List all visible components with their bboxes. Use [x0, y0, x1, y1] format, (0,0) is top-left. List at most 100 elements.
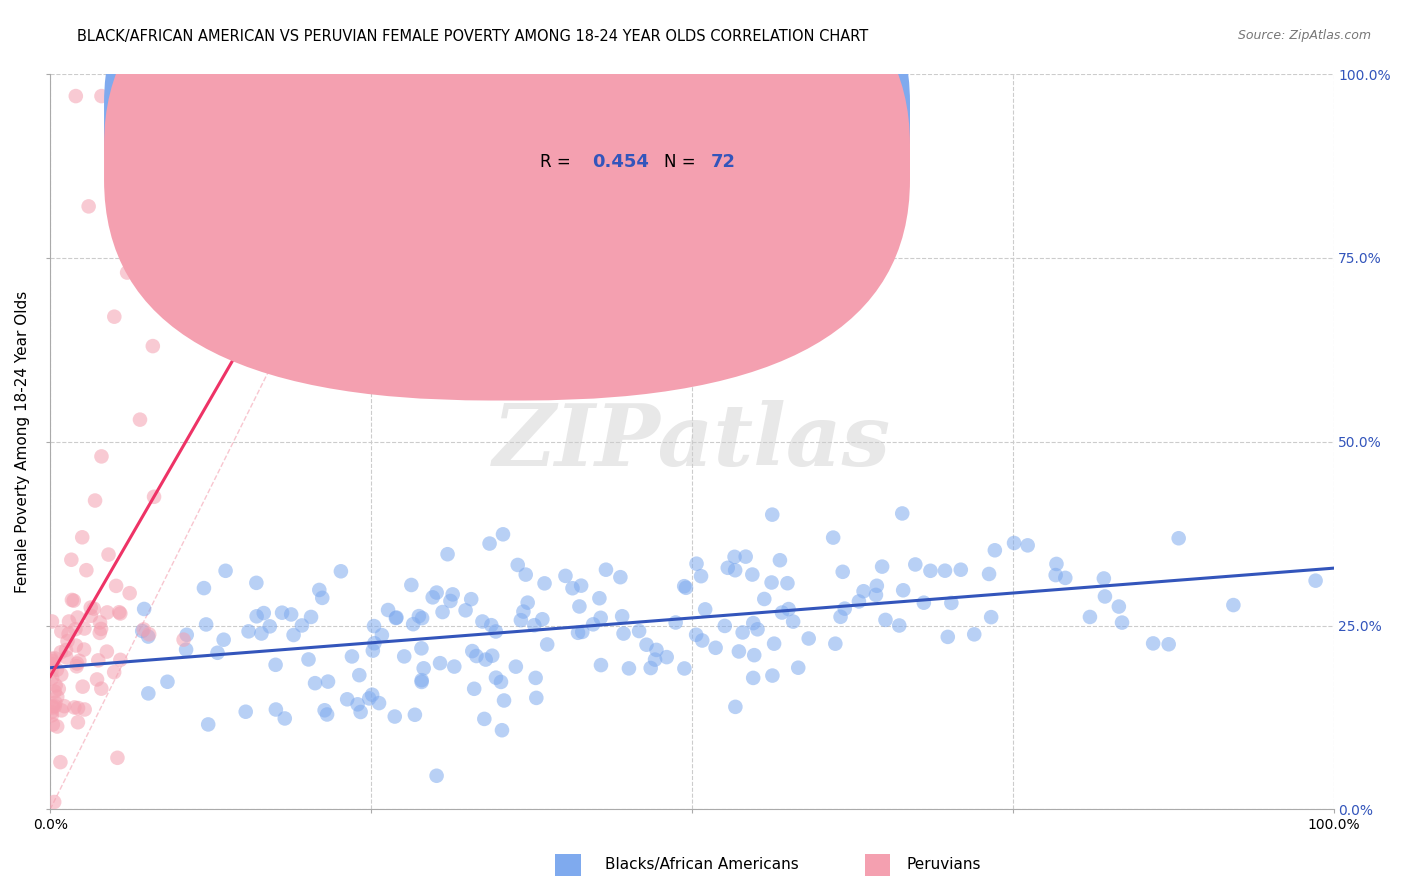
- Point: [138, 627, 160, 641]
- Point: [65, 639, 87, 653]
- Point: [852, 584, 875, 599]
- Point: [46, 663, 69, 677]
- Point: [280, 607, 302, 622]
- Point: [429, 656, 451, 670]
- Point: [761, 668, 783, 682]
- Point: [485, 671, 508, 685]
- FancyBboxPatch shape: [104, 0, 910, 359]
- Point: [297, 652, 319, 666]
- Point: [432, 605, 454, 619]
- Point: [63, 700, 86, 714]
- Point: [110, 607, 132, 621]
- Point: [105, 579, 128, 593]
- Point: [763, 637, 786, 651]
- Point: [628, 624, 651, 638]
- Point: [363, 636, 385, 650]
- Point: [977, 566, 1000, 581]
- Point: [212, 632, 235, 647]
- Point: [86, 673, 108, 687]
- Point: [422, 591, 444, 605]
- Point: [83, 601, 105, 615]
- Point: [44, 699, 66, 714]
- Point: [478, 536, 501, 550]
- Point: [235, 705, 257, 719]
- Point: [645, 643, 668, 657]
- Point: [640, 661, 662, 675]
- Point: [115, 266, 138, 280]
- Point: [385, 610, 408, 624]
- Point: [96, 606, 118, 620]
- Point: [612, 609, 634, 624]
- Point: [349, 705, 371, 719]
- Point: [401, 578, 423, 592]
- Point: [505, 659, 527, 673]
- Point: [174, 642, 197, 657]
- Point: [690, 633, 713, 648]
- Point: [848, 594, 870, 608]
- Point: [131, 624, 153, 638]
- Point: [912, 596, 935, 610]
- Point: [875, 613, 897, 627]
- Point: [673, 579, 696, 593]
- Point: [361, 643, 384, 657]
- Point: [97, 548, 120, 562]
- Text: 0.454: 0.454: [592, 153, 648, 171]
- Point: [491, 723, 513, 738]
- Point: [460, 592, 482, 607]
- Point: [963, 627, 986, 641]
- Point: [41, 708, 63, 723]
- Point: [595, 563, 617, 577]
- Text: 196: 196: [711, 112, 748, 129]
- Point: [461, 644, 484, 658]
- Point: [90, 89, 112, 103]
- Point: [55, 643, 77, 657]
- Point: [1017, 538, 1039, 552]
- Point: [567, 625, 589, 640]
- Point: [316, 707, 339, 722]
- Point: [53, 699, 76, 714]
- Point: [193, 581, 215, 595]
- Point: [492, 527, 515, 541]
- Point: [299, 610, 322, 624]
- Text: R =: R =: [540, 112, 576, 129]
- Point: [531, 612, 554, 626]
- Point: [554, 569, 576, 583]
- Point: [41, 615, 63, 629]
- Point: [80, 600, 103, 615]
- Point: [723, 549, 745, 564]
- Point: [728, 644, 751, 658]
- Point: [45, 678, 67, 692]
- Point: [568, 599, 591, 614]
- Text: 72: 72: [711, 153, 737, 171]
- Point: [941, 596, 963, 610]
- Point: [411, 641, 433, 656]
- Point: [156, 674, 179, 689]
- Point: [636, 638, 658, 652]
- Point: [55, 650, 77, 665]
- Text: BLACK/AFRICAN AMERICAN VS PERUVIAN FEMALE POVERTY AMONG 18-24 YEAR OLDS CORRELAT: BLACK/AFRICAN AMERICAN VS PERUVIAN FEMAL…: [77, 29, 869, 44]
- Point: [264, 702, 287, 716]
- Point: [865, 588, 887, 602]
- Point: [197, 717, 219, 731]
- Point: [67, 654, 90, 668]
- Point: [831, 565, 853, 579]
- Point: [747, 622, 769, 636]
- Point: [340, 649, 363, 664]
- Point: [46, 690, 69, 704]
- Point: [70, 530, 93, 544]
- Text: ZIPatlas: ZIPatlas: [492, 400, 891, 483]
- Point: [41, 665, 63, 679]
- Point: [136, 630, 159, 644]
- Point: [569, 579, 592, 593]
- Point: [516, 596, 538, 610]
- Point: [934, 564, 956, 578]
- Point: [259, 619, 281, 633]
- Point: [66, 715, 89, 730]
- Point: [72, 680, 94, 694]
- Point: [754, 592, 776, 607]
- Point: [90, 450, 112, 464]
- Point: [42, 700, 65, 714]
- Point: [589, 611, 612, 625]
- Point: [134, 602, 156, 616]
- Point: [103, 310, 125, 324]
